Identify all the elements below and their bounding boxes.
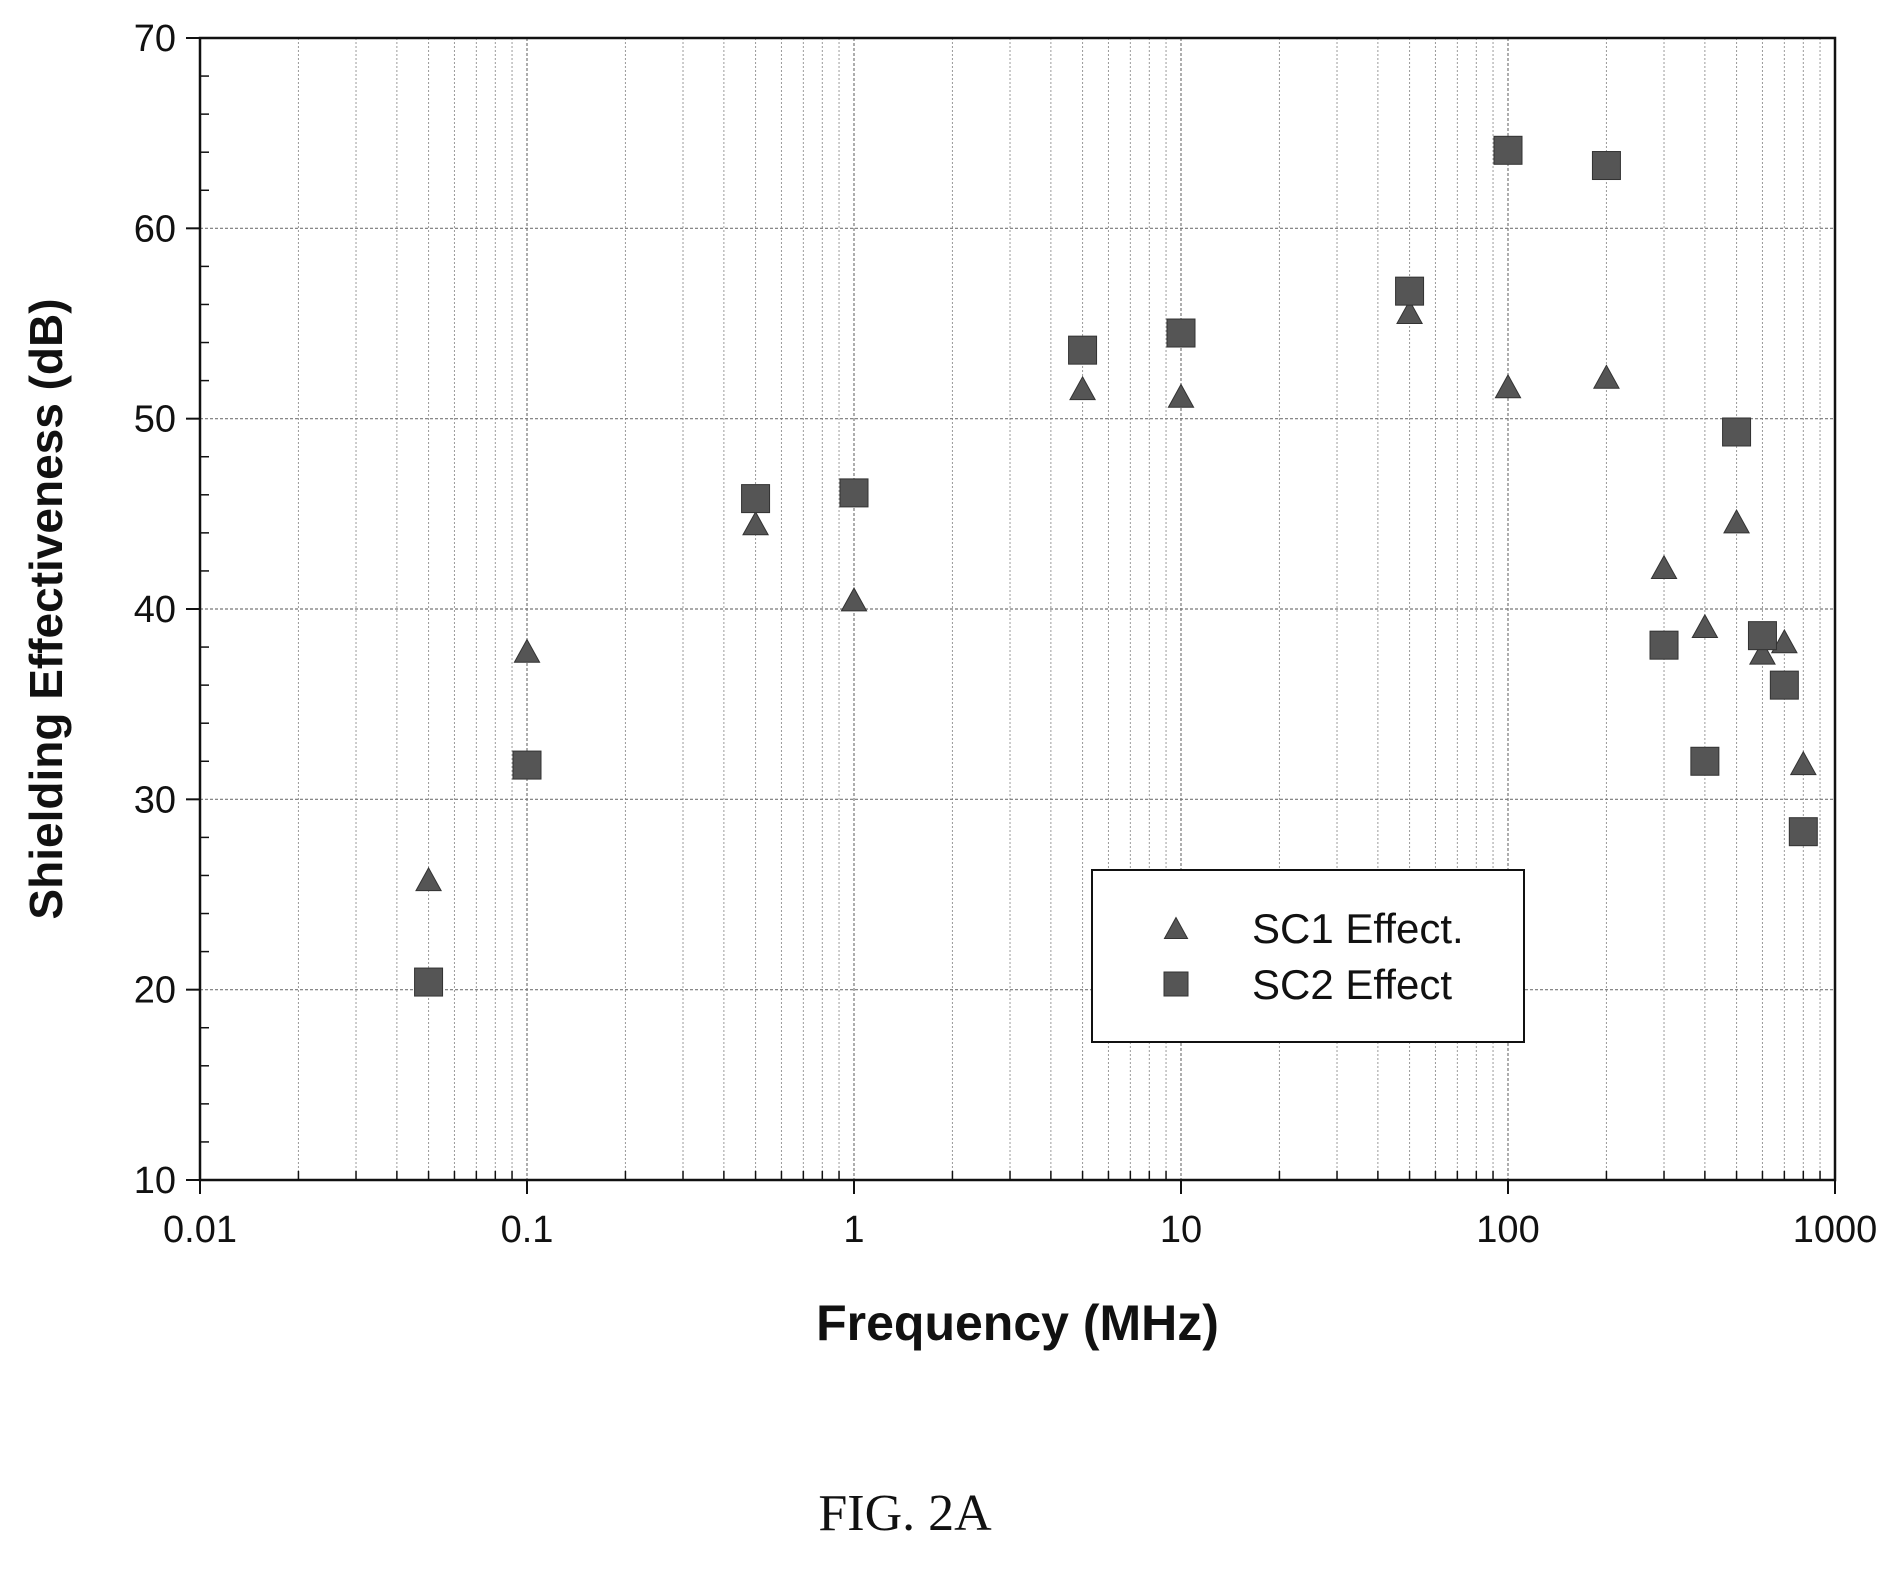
sc2-point bbox=[741, 484, 771, 514]
sc1-point bbox=[1396, 299, 1424, 324]
sc2-point bbox=[1747, 621, 1777, 651]
x-tick-labels: 0.01 0.1 1 10 100 1000 bbox=[163, 1209, 1877, 1251]
major-gridlines bbox=[199, 37, 1836, 1181]
sc2-point bbox=[1591, 151, 1621, 181]
y-tick-label: 70 bbox=[134, 18, 176, 60]
sc1-point bbox=[1167, 383, 1195, 408]
sc2-point bbox=[1769, 670, 1799, 700]
sc2-point bbox=[839, 478, 869, 508]
sc2-point bbox=[1068, 335, 1098, 365]
x-tick-label: 1000 bbox=[1793, 1209, 1878, 1251]
sc1-point bbox=[1789, 750, 1817, 776]
sc1-point bbox=[513, 638, 541, 663]
x-tick-label: 0.01 bbox=[163, 1209, 237, 1251]
sc2-point bbox=[1166, 318, 1196, 348]
y-tick-label: 20 bbox=[134, 970, 176, 1012]
data-points bbox=[414, 135, 1818, 997]
x-axis-title: Frequency (MHz) bbox=[816, 1295, 1219, 1351]
x-tick-label: 10 bbox=[1160, 1209, 1202, 1251]
sc1-point bbox=[1592, 364, 1620, 389]
x-tick-label: 1 bbox=[843, 1209, 864, 1251]
legend-label: SC1 Effect. bbox=[1252, 905, 1464, 952]
sc2-point bbox=[1649, 630, 1679, 660]
x-tick-label: 100 bbox=[1476, 1209, 1539, 1251]
sc1-point bbox=[415, 866, 443, 892]
sc1-point bbox=[1770, 628, 1798, 654]
y-tick-label: 10 bbox=[134, 1160, 176, 1202]
axis-ticks bbox=[186, 37, 1836, 1194]
sc1-point bbox=[742, 510, 770, 536]
sc2-point bbox=[1788, 817, 1818, 847]
sc1-point bbox=[1494, 373, 1522, 399]
legend-triangle-icon bbox=[1163, 916, 1189, 939]
x-tick-label: 0.1 bbox=[501, 1209, 554, 1251]
y-tick-label: 50 bbox=[134, 399, 176, 441]
sc2-point bbox=[1493, 135, 1523, 165]
sc2-point bbox=[1722, 417, 1752, 447]
sc2-point bbox=[1690, 746, 1720, 776]
legend: SC1 Effect. SC2 Effect bbox=[1091, 869, 1525, 1043]
sc2-point bbox=[512, 750, 542, 780]
sc1-point bbox=[1749, 640, 1776, 665]
sc1-point bbox=[1723, 509, 1751, 534]
y-tick-labels: 10 20 30 40 50 60 70 bbox=[134, 18, 176, 1202]
sc1-point bbox=[1691, 613, 1719, 639]
legend-square-icon bbox=[1163, 971, 1189, 997]
sc1-point bbox=[840, 587, 868, 612]
y-tick-label: 60 bbox=[134, 208, 176, 250]
sc1-point bbox=[1069, 375, 1097, 401]
y-tick-label: 30 bbox=[134, 779, 176, 821]
legend-label: SC2 Effect bbox=[1252, 961, 1452, 1008]
legend-box bbox=[1091, 869, 1525, 1043]
sc2-point bbox=[1395, 276, 1425, 306]
figure-caption: FIG. 2A bbox=[818, 1485, 992, 1542]
sc2-point bbox=[414, 967, 444, 997]
y-tick-label: 40 bbox=[134, 589, 176, 631]
sc1-point bbox=[1650, 554, 1678, 580]
y-axis-title: Shielding Effectiveness (dB) bbox=[20, 298, 72, 919]
